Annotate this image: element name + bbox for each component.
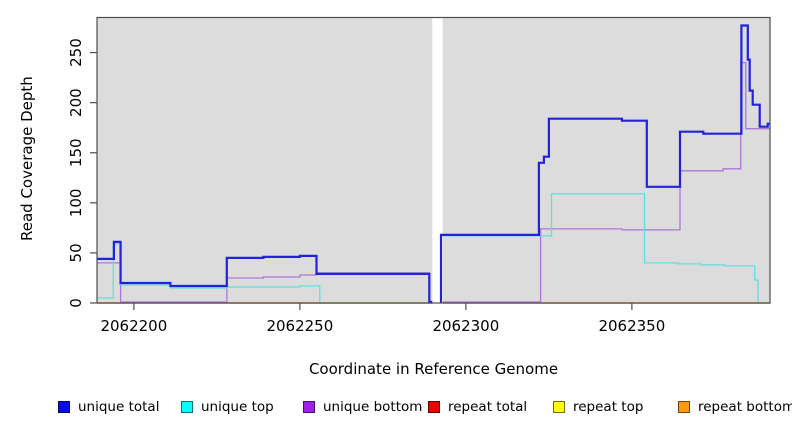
x-axis-tick-label: 2062350 [598,317,665,335]
legend-swatch-icon [303,401,315,413]
legend-item-repeat-total: repeat total [428,398,527,416]
x-axis-tick-label: 2062200 [100,317,167,335]
series-line-unique-total [97,240,433,304]
legend-label: unique bottom [323,399,423,415]
x-axis-tick-label: 2062300 [432,317,499,335]
legend-swatch-icon [678,401,690,413]
y-axis-tick-label: 150 [67,138,85,167]
legend-swatch-icon [428,401,440,413]
legend-label: unique top [201,399,274,415]
legend-label: repeat top [573,399,644,415]
series-line-unique-total [439,24,770,303]
coverage-plot: 2062200 2062250 2062300 2062350 0 50 100 150 200… [67,16,771,335]
chart-legend: unique total unique top unique bottom repea… [0,398,792,418]
x-axis-tick-label: 2062250 [266,317,333,335]
legend-item-repeat-top: repeat top [553,398,643,416]
series-line-unique-top [441,193,770,304]
legend-item-unique-total: unique total [58,398,159,416]
plot-border [96,16,771,304]
y-axis-title: Read Coverage Depth [18,76,36,241]
y-axis-tick-label: 250 [67,38,85,67]
legend-swatch-icon [553,401,565,413]
legend-label: repeat bottom [698,399,792,415]
legend-item-unique-bottom: unique bottom [303,398,422,416]
coverage-gap-mask [432,17,443,303]
legend-item-repeat-bottom: repeat bottom [678,398,792,416]
y-axis-tick-label: 50 [67,243,85,262]
series-line-unique-bottom [443,61,770,303]
y-axis-tick-label: 200 [67,88,85,117]
x-axis-title: Coordinate in Reference Genome [308,360,559,378]
y-axis-tick-label: 0 [67,298,85,308]
legend-swatch-icon [181,401,193,413]
legend-item-unique-top: unique top [181,398,274,416]
legend-label: unique total [78,399,160,415]
y-axis-tick-label: 100 [67,189,85,218]
legend-swatch-icon [58,401,70,413]
legend-label: repeat total [448,399,528,415]
